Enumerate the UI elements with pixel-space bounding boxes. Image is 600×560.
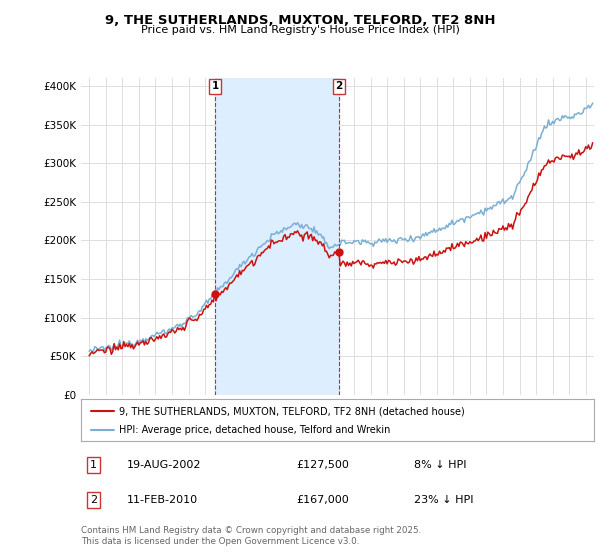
Text: £167,000: £167,000 (296, 495, 349, 505)
Text: 2: 2 (90, 495, 97, 505)
Text: 9, THE SUTHERLANDS, MUXTON, TELFORD, TF2 8NH: 9, THE SUTHERLANDS, MUXTON, TELFORD, TF2… (105, 14, 495, 27)
Text: Contains HM Land Registry data © Crown copyright and database right 2025.
This d: Contains HM Land Registry data © Crown c… (81, 526, 421, 546)
Text: 9, THE SUTHERLANDS, MUXTON, TELFORD, TF2 8NH (detached house): 9, THE SUTHERLANDS, MUXTON, TELFORD, TF2… (119, 406, 465, 416)
Bar (215, 78, 339, 395)
Text: 23% ↓ HPI: 23% ↓ HPI (415, 495, 474, 505)
Text: 11-FEB-2010: 11-FEB-2010 (127, 495, 198, 505)
Text: 8% ↓ HPI: 8% ↓ HPI (415, 460, 467, 470)
Text: 1: 1 (91, 460, 97, 470)
Text: Price paid vs. HM Land Registry's House Price Index (HPI): Price paid vs. HM Land Registry's House … (140, 25, 460, 35)
Text: 19-AUG-2002: 19-AUG-2002 (127, 460, 202, 470)
Text: £127,500: £127,500 (296, 460, 349, 470)
Text: HPI: Average price, detached house, Telford and Wrekin: HPI: Average price, detached house, Telf… (119, 426, 391, 435)
Text: 2: 2 (335, 81, 343, 91)
Text: 1: 1 (211, 81, 218, 91)
